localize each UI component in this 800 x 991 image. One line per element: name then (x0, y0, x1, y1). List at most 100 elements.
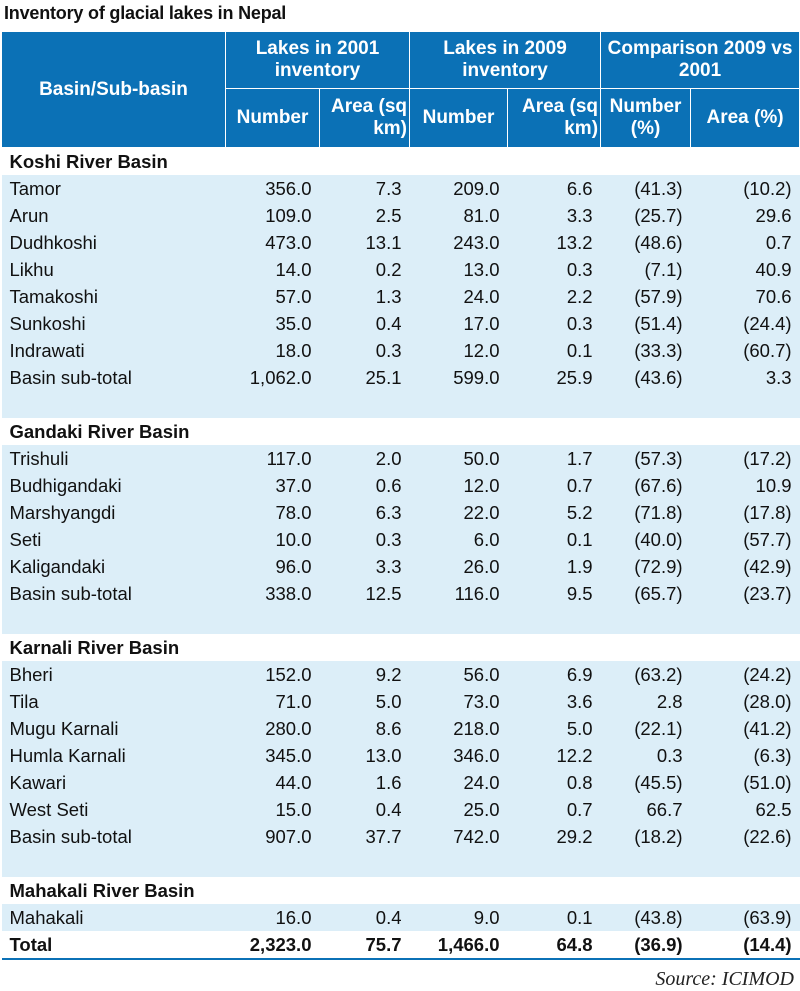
spacer-cell (1, 607, 800, 634)
table-cell: 8.6 (319, 715, 410, 742)
table-cell: 24.0 (409, 769, 508, 796)
table-row: Indrawati 18.0 0.3 12.0 0.1 (33.3) (60.7) (1, 337, 800, 364)
table-cell: 6.6 (507, 175, 601, 202)
table-cell: 12.2 (507, 742, 601, 769)
header-2001-area: Area (sq km) (318, 88, 411, 148)
table-row: Basin sub-total 338.0 12.5 116.0 9.5 (65.7) (2… (1, 580, 800, 607)
table-cell: 12.0 (409, 472, 508, 499)
table-row: Seti 10.0 0.3 6.0 0.1 (40.0) (57.7) (1, 526, 800, 553)
table-cell: 62.5 (690, 796, 800, 823)
table-cell: 25.0 (409, 796, 508, 823)
table-cell: 117.0 (225, 445, 320, 472)
row-label: Dudhkoshi (1, 229, 226, 256)
table-cell: (60.7) (690, 337, 800, 364)
table-cell: 0.4 (319, 796, 410, 823)
total-cell: 1,466.0 (409, 931, 508, 960)
table-cell: 3.6 (507, 688, 601, 715)
section-header-row: Mahakali River Basin (1, 877, 800, 904)
table-cell: 1.9 (507, 553, 601, 580)
table-cell: 13.0 (409, 256, 508, 283)
table-cell: 37.0 (225, 472, 320, 499)
table-cell: 56.0 (409, 661, 508, 688)
row-label: Mugu Karnali (1, 715, 226, 742)
row-label: Humla Karnali (1, 742, 226, 769)
table-cell: 5.0 (507, 715, 601, 742)
table-cell: 218.0 (409, 715, 508, 742)
table-cell: 0.4 (319, 310, 410, 337)
table-cell: 0.2 (319, 256, 410, 283)
row-label: Bheri (1, 661, 226, 688)
table-cell: 5.0 (319, 688, 410, 715)
table-cell: (18.2) (600, 823, 691, 850)
table-cell: (41.3) (600, 175, 691, 202)
section-header-row: Gandaki River Basin (1, 418, 800, 445)
table-cell: 44.0 (225, 769, 320, 796)
row-label: Tila (1, 688, 226, 715)
table-cell: 13.2 (507, 229, 601, 256)
row-label: Kaligandaki (1, 553, 226, 580)
table-cell: 29.2 (507, 823, 601, 850)
total-row: Total 2,323.0 75.7 1,466.0 64.8 (36.9) (14.4) (1, 931, 800, 960)
table-cell: 356.0 (225, 175, 320, 202)
table-row: Kaligandaki 96.0 3.3 26.0 1.9 (72.9) (42.9) (1, 553, 800, 580)
table-cell: 73.0 (409, 688, 508, 715)
table-cell: 13.1 (319, 229, 410, 256)
table-cell: 25.1 (319, 364, 410, 391)
table-cell: 345.0 (225, 742, 320, 769)
table-row: Likhu 14.0 0.2 13.0 0.3 (7.1) 40.9 (1, 256, 800, 283)
table-cell: 15.0 (225, 796, 320, 823)
table-cell: 1,062.0 (225, 364, 320, 391)
table-cell: 599.0 (409, 364, 508, 391)
table-cell: 473.0 (225, 229, 320, 256)
table-cell: 81.0 (409, 202, 508, 229)
total-cell: (14.4) (690, 931, 800, 960)
table-cell: 16.0 (225, 904, 320, 931)
table-cell: (10.2) (690, 175, 800, 202)
row-label: Trishuli (1, 445, 226, 472)
row-label: Basin sub-total (1, 364, 226, 391)
table-cell: 6.0 (409, 526, 508, 553)
table-cell: (51.4) (600, 310, 691, 337)
table-cell: 12.0 (409, 337, 508, 364)
table-cell: 209.0 (409, 175, 508, 202)
header-group-2009: Lakes in 2009 inventory (409, 31, 602, 89)
table-cell: 0.3 (507, 310, 601, 337)
table-cell: (22.1) (600, 715, 691, 742)
header-comparison-area-pct: Area (%) (690, 88, 800, 148)
row-label: Marshyangdi (1, 499, 226, 526)
row-label: Mahakali (1, 904, 226, 931)
table-cell: 78.0 (225, 499, 320, 526)
table-cell: 9.5 (507, 580, 601, 607)
table-row: West Seti 15.0 0.4 25.0 0.7 66.7 62.5 (1, 796, 800, 823)
row-label: Kawari (1, 769, 226, 796)
row-label: Budhigandaki (1, 472, 226, 499)
table-cell: 7.3 (319, 175, 410, 202)
table-cell: (6.3) (690, 742, 800, 769)
table-cell: 116.0 (409, 580, 508, 607)
table-row: Mahakali 16.0 0.4 9.0 0.1 (43.8) (63.9) (1, 904, 800, 931)
section-name: Mahakali River Basin (1, 877, 800, 904)
table-cell: 2.5 (319, 202, 410, 229)
row-label: Sunkoshi (1, 310, 226, 337)
table-cell: (25.7) (600, 202, 691, 229)
row-label: Arun (1, 202, 226, 229)
total-cell: 2,323.0 (225, 931, 320, 960)
table-body: Koshi River Basin Tamor 356.0 7.3 209.0 6.6 (4… (1, 147, 800, 960)
table-cell: 742.0 (409, 823, 508, 850)
table-cell: 0.6 (319, 472, 410, 499)
table-cell: (7.1) (600, 256, 691, 283)
row-label: Basin sub-total (1, 580, 226, 607)
table-cell: 5.2 (507, 499, 601, 526)
table-cell: 0.1 (507, 526, 601, 553)
table-cell: (63.9) (690, 904, 800, 931)
table-cell: 24.0 (409, 283, 508, 310)
table-cell: 26.0 (409, 553, 508, 580)
table-cell: (57.7) (690, 526, 800, 553)
table-cell: (67.6) (600, 472, 691, 499)
table-row: Tila 71.0 5.0 73.0 3.6 2.8 (28.0) (1, 688, 800, 715)
table-cell: 0.7 (690, 229, 800, 256)
table-cell: (71.8) (600, 499, 691, 526)
table-cell: 0.8 (507, 769, 601, 796)
header-group-comparison: Comparison 2009 vs 2001 (600, 31, 800, 89)
section-name: Karnali River Basin (1, 634, 800, 661)
